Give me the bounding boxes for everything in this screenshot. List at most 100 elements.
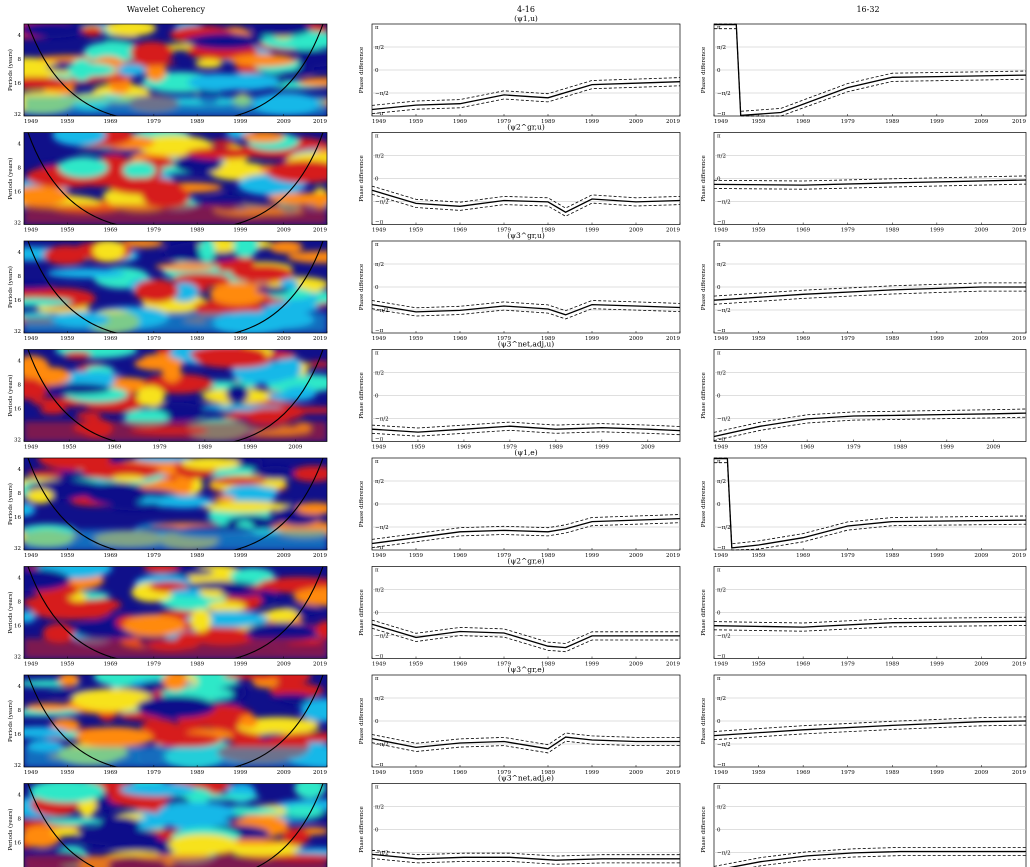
x-tick-label: 2009 bbox=[974, 228, 988, 234]
y-tick-label: 4 bbox=[18, 793, 22, 799]
x-tick-label: 2009 bbox=[629, 336, 643, 342]
panel-title: (ψ3^gr,u) bbox=[507, 231, 545, 240]
x-tick-label: 1999 bbox=[595, 445, 609, 451]
y-tick-label: 32 bbox=[14, 329, 21, 335]
y-tick-label: −π bbox=[717, 545, 726, 551]
y-tick-label: π bbox=[717, 25, 721, 31]
y-axis-label: Phase difference bbox=[701, 589, 707, 636]
x-tick-label: 1959 bbox=[409, 770, 423, 776]
coherency-region bbox=[22, 825, 61, 848]
x-tick-label: 2009 bbox=[974, 662, 988, 668]
coherency-region bbox=[39, 406, 66, 414]
phase-panel: ππ/20−π/2−πPhase difference(ψ2^gr,e)1949… bbox=[359, 557, 680, 668]
x-tick-label: 1959 bbox=[752, 662, 766, 668]
coherency-region bbox=[251, 20, 311, 37]
x-tick-label: 1999 bbox=[585, 228, 599, 234]
x-tick-label: 1969 bbox=[453, 119, 467, 125]
y-tick-label: π/2 bbox=[375, 371, 384, 377]
x-tick-label: 1999 bbox=[233, 770, 247, 776]
x-tick-label: 1999 bbox=[930, 228, 944, 234]
coherency-region bbox=[86, 482, 148, 505]
y-tick-label: π/2 bbox=[375, 696, 384, 702]
x-tick-label: 2019 bbox=[313, 228, 327, 234]
coherency-region bbox=[158, 802, 236, 821]
coherency-region bbox=[256, 487, 278, 497]
y-tick-label: π/2 bbox=[375, 154, 384, 160]
x-tick-label: 1979 bbox=[841, 336, 855, 342]
x-tick-label: 1959 bbox=[752, 336, 766, 342]
coherency-region bbox=[155, 495, 212, 508]
coherency-region bbox=[75, 727, 153, 748]
x-tick-label: 2009 bbox=[974, 119, 988, 125]
coherency-region bbox=[155, 263, 215, 271]
y-tick-label: −π bbox=[375, 762, 384, 768]
y-tick-label: π bbox=[375, 242, 379, 248]
y-tick-label: 16 bbox=[14, 81, 21, 87]
x-tick-label: 1959 bbox=[752, 770, 766, 776]
y-tick-label: −π/2 bbox=[717, 417, 731, 423]
x-tick-label: 1949 bbox=[714, 228, 728, 234]
phase-panel: π π/2 0 −π/2 −π Phase difference 1949 1959 1969 1… bbox=[701, 350, 1026, 451]
x-tick-label: 1969 bbox=[453, 662, 467, 668]
x-tick-label: 1979 bbox=[147, 119, 161, 125]
x-tick-label: 1959 bbox=[60, 770, 74, 776]
y-tick-label: π bbox=[717, 242, 721, 248]
phase-panel: π π/2 0 −π/2 −π Phase difference 1949 1959 1969 1… bbox=[701, 24, 1026, 125]
coherency-region bbox=[226, 384, 249, 404]
y-tick-label: −π/2 bbox=[375, 417, 389, 423]
coherency-region bbox=[71, 58, 92, 81]
coherency-region bbox=[168, 834, 237, 855]
coherency-region bbox=[193, 794, 260, 800]
y-axis-label: Periods (years) bbox=[7, 483, 14, 525]
coherency-region bbox=[181, 457, 240, 470]
column-title-4-16: 4-16 bbox=[517, 5, 535, 14]
y-tick-label: π/2 bbox=[375, 805, 384, 811]
y-tick-label: 0 bbox=[375, 68, 379, 74]
phase-panel: ππ/20−π/2−πPhase difference(ψ3^gr,u)1949… bbox=[359, 231, 680, 342]
x-tick-label: 1999 bbox=[930, 119, 944, 125]
long-period-band bbox=[24, 747, 327, 767]
x-tick-label: 1999 bbox=[585, 662, 599, 668]
panel-title: (ψ3^net,adj,e) bbox=[498, 774, 554, 783]
y-axis-label: Periods (years) bbox=[7, 375, 14, 417]
coherency-region bbox=[210, 140, 235, 146]
coherency-region bbox=[172, 568, 214, 575]
y-tick-label: π/2 bbox=[375, 479, 384, 485]
x-tick-label: 2019 bbox=[313, 336, 327, 342]
x-tick-label: 2019 bbox=[1012, 770, 1026, 776]
x-tick-label: 2009 bbox=[974, 336, 988, 342]
x-tick-label: 1989 bbox=[190, 119, 204, 125]
coherency-region bbox=[123, 162, 156, 179]
y-tick-label: π bbox=[375, 785, 379, 791]
phase-panel: ππ/20−π/2−πPhase difference(ψ2^gr,u)1949… bbox=[359, 123, 680, 234]
y-tick-label: 0 bbox=[717, 719, 721, 725]
y-axis-label: Phase difference bbox=[701, 47, 707, 94]
coherency-region bbox=[284, 805, 323, 818]
x-tick-label: 1959 bbox=[60, 553, 74, 559]
x-tick-label: 1999 bbox=[930, 770, 944, 776]
y-tick-label: 0 bbox=[375, 177, 379, 183]
coherency-region bbox=[267, 193, 346, 205]
y-axis-label: Phase difference bbox=[701, 264, 707, 311]
y-tick-label: −π/2 bbox=[375, 634, 389, 640]
x-tick-label: 1949 bbox=[714, 445, 728, 451]
y-tick-label: 0 bbox=[375, 502, 379, 508]
x-tick-label: 1989 bbox=[190, 228, 204, 234]
x-tick-label: 1989 bbox=[190, 770, 204, 776]
y-tick-label: π/2 bbox=[717, 805, 726, 811]
coherency-region bbox=[296, 502, 335, 514]
coherency-region bbox=[76, 412, 101, 420]
x-tick-label: 1949 bbox=[372, 445, 386, 451]
coherency-region bbox=[188, 74, 250, 91]
y-tick-label: −π bbox=[717, 111, 726, 117]
coherency-region bbox=[266, 160, 344, 183]
x-tick-label: 1959 bbox=[409, 228, 423, 234]
y-tick-label: π bbox=[375, 676, 379, 682]
x-tick-label: 1969 bbox=[453, 553, 467, 559]
y-tick-label: 16 bbox=[14, 623, 21, 629]
x-tick-label: 2019 bbox=[1012, 662, 1026, 668]
y-tick-label: 16 bbox=[14, 406, 21, 412]
x-tick-label: 1989 bbox=[190, 336, 204, 342]
coherency-region bbox=[315, 621, 337, 639]
